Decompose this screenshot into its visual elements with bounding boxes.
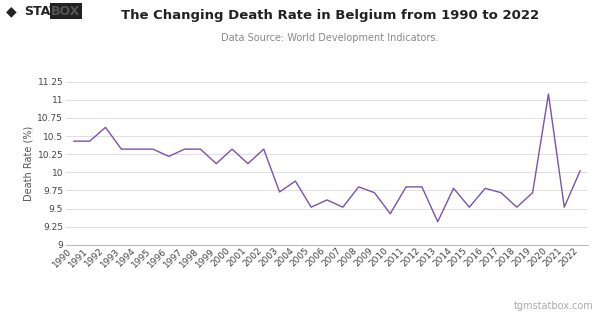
Text: tgmstatbox.com: tgmstatbox.com <box>514 301 594 311</box>
Y-axis label: Death Rate (%): Death Rate (%) <box>23 126 33 201</box>
Text: BOX: BOX <box>51 5 80 18</box>
Text: The Changing Death Rate in Belgium from 1990 to 2022: The Changing Death Rate in Belgium from … <box>121 9 539 22</box>
Text: Data Source: World Development Indicators.: Data Source: World Development Indicator… <box>221 33 439 43</box>
Text: ◆: ◆ <box>6 5 17 19</box>
Text: STAT: STAT <box>24 5 58 18</box>
